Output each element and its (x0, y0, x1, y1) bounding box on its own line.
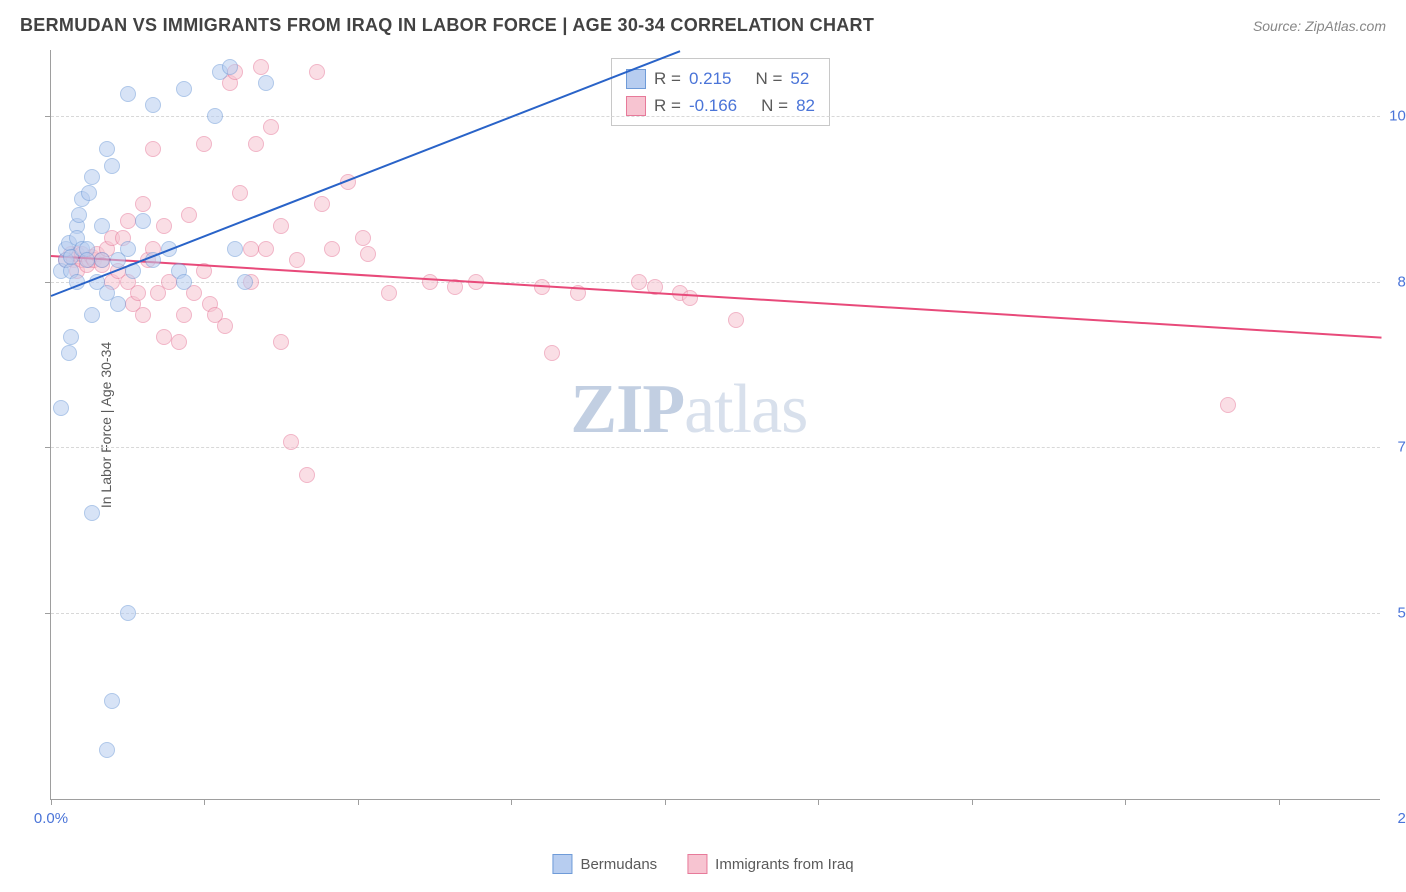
data-point (631, 274, 647, 290)
data-point (79, 252, 95, 268)
data-point (176, 274, 192, 290)
swatch-iraq (626, 96, 646, 116)
data-point (145, 97, 161, 113)
data-point (207, 108, 223, 124)
data-point (324, 241, 340, 257)
watermark: ZIPatlas (570, 370, 807, 450)
data-point (135, 213, 151, 229)
data-point (94, 218, 110, 234)
data-point (94, 252, 110, 268)
data-point (217, 318, 233, 334)
data-point (61, 345, 77, 361)
data-point (104, 158, 120, 174)
data-point (135, 196, 151, 212)
legend-label-iraq: Immigrants from Iraq (715, 856, 853, 873)
data-point (145, 141, 161, 157)
y-tick-label: 100.0% (1389, 108, 1406, 125)
data-point (120, 86, 136, 102)
swatch-iraq-bottom (687, 854, 707, 874)
data-point (289, 252, 305, 268)
watermark-thin: atlas (684, 371, 807, 448)
data-point (309, 64, 325, 80)
data-point (314, 196, 330, 212)
data-point (135, 307, 151, 323)
data-point (355, 230, 371, 246)
gridline-h (51, 613, 1380, 614)
data-point (299, 467, 315, 483)
data-point (243, 241, 259, 257)
data-point (120, 241, 136, 257)
data-point (156, 329, 172, 345)
data-point (237, 274, 253, 290)
x-tick-label: 0.0% (34, 810, 68, 827)
data-point (120, 213, 136, 229)
data-point (232, 185, 248, 201)
chart-container: BERMUDAN VS IMMIGRANTS FROM IRAQ IN LABO… (0, 0, 1406, 892)
data-point (258, 241, 274, 257)
data-point (544, 345, 560, 361)
n-value-bermudans: 52 (790, 65, 809, 92)
data-point (171, 334, 187, 350)
plot-area: In Labor Force | Age 30-34 ZIPatlas R = … (50, 50, 1380, 800)
data-point (360, 246, 376, 262)
data-point (84, 505, 100, 521)
data-point (273, 334, 289, 350)
data-point (84, 169, 100, 185)
data-point (682, 290, 698, 306)
chart-title: BERMUDAN VS IMMIGRANTS FROM IRAQ IN LABO… (20, 15, 874, 36)
gridline-h (51, 116, 1380, 117)
data-point (104, 693, 120, 709)
data-point (99, 742, 115, 758)
data-point (53, 400, 69, 416)
title-bar: BERMUDAN VS IMMIGRANTS FROM IRAQ IN LABO… (20, 15, 1386, 36)
data-point (63, 329, 79, 345)
y-tick-label: 70.0% (1397, 439, 1406, 456)
data-point (84, 307, 100, 323)
legend-row-bermudans: R = 0.215 N = 52 (626, 65, 815, 92)
data-point (71, 207, 87, 223)
data-point (156, 218, 172, 234)
gridline-h (51, 447, 1380, 448)
r-value-bermudans: 0.215 (689, 65, 732, 92)
x-tick-label: 25.0% (1397, 810, 1406, 827)
watermark-bold: ZIP (570, 371, 684, 448)
data-point (130, 285, 146, 301)
data-point (283, 434, 299, 450)
y-axis-label: In Labor Force | Age 30-34 (98, 341, 114, 507)
data-point (227, 241, 243, 257)
y-tick-label: 55.0% (1397, 604, 1406, 621)
data-point (81, 185, 97, 201)
data-point (263, 119, 279, 135)
data-point (222, 59, 238, 75)
source-label: Source: ZipAtlas.com (1253, 18, 1386, 34)
y-tick-label: 85.0% (1397, 273, 1406, 290)
series-legend: Bermudans Immigrants from Iraq (552, 854, 853, 874)
data-point (110, 296, 126, 312)
data-point (273, 218, 289, 234)
data-point (253, 59, 269, 75)
data-point (176, 81, 192, 97)
data-point (258, 75, 274, 91)
r-label-bermudans: R = (654, 65, 681, 92)
data-point (196, 136, 212, 152)
legend-label-bermudans: Bermudans (580, 856, 657, 873)
data-point (181, 207, 197, 223)
n-label-bermudans: N = (755, 65, 782, 92)
data-point (728, 312, 744, 328)
data-point (422, 274, 438, 290)
trend-line (51, 255, 1381, 339)
legend-entry-iraq: Immigrants from Iraq (687, 854, 853, 874)
data-point (99, 141, 115, 157)
data-point (1220, 397, 1236, 413)
swatch-bermudans-bottom (552, 854, 572, 874)
legend-entry-bermudans: Bermudans (552, 854, 657, 874)
data-point (176, 307, 192, 323)
data-point (120, 605, 136, 621)
data-point (381, 285, 397, 301)
data-point (248, 136, 264, 152)
